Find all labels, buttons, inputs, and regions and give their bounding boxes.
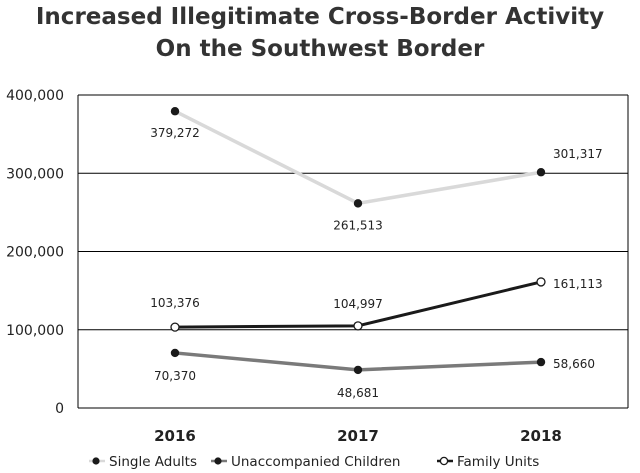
data-label: 379,272 bbox=[150, 126, 200, 140]
data-point bbox=[353, 199, 363, 208]
y-tick-label: 200,000 bbox=[6, 245, 64, 261]
legend-label: Unaccompanied Children bbox=[231, 454, 400, 470]
y-tick-label: 0 bbox=[55, 401, 64, 417]
series-line bbox=[174, 109, 542, 206]
data-point bbox=[536, 277, 546, 287]
series-layer bbox=[170, 107, 546, 375]
data-label: 104,997 bbox=[333, 297, 383, 311]
data-point bbox=[536, 168, 546, 177]
x-tick-label: 2017 bbox=[337, 427, 379, 445]
data-label-layer: 379,272 261,513 301,317 70,370 48,681 58,660 1… bbox=[150, 126, 602, 400]
data-point bbox=[353, 321, 363, 331]
y-tick-label: 400,000 bbox=[6, 88, 64, 104]
legend-label: Single Adults bbox=[109, 454, 197, 470]
legend-marker bbox=[214, 457, 222, 465]
y-tick-label: 100,000 bbox=[6, 323, 64, 339]
y-tick-label: 300,000 bbox=[6, 166, 64, 182]
legend-marker bbox=[92, 457, 100, 465]
data-point bbox=[536, 357, 546, 367]
data-point bbox=[170, 322, 180, 332]
data-point bbox=[170, 107, 180, 116]
data-label: 261,513 bbox=[333, 218, 383, 232]
legend-label: Family Units bbox=[457, 454, 539, 470]
legend-marker bbox=[439, 456, 449, 466]
grid-layer: 0 100,000 200,000 300,000 400,000 2016 2017 201… bbox=[6, 88, 629, 445]
data-label: 48,681 bbox=[337, 386, 379, 400]
data-point bbox=[353, 365, 363, 375]
chart-title-line-2: On the Southwest Border bbox=[156, 36, 485, 62]
data-point bbox=[170, 348, 180, 358]
data-label: 103,376 bbox=[150, 296, 200, 310]
x-tick-label: 2018 bbox=[520, 427, 562, 445]
data-label: 70,370 bbox=[154, 369, 196, 383]
chart-title-line-1: Increased Illegitimate Cross-Border Acti… bbox=[36, 4, 604, 30]
x-tick-label: 2016 bbox=[154, 427, 196, 445]
data-label: 161,113 bbox=[553, 277, 603, 291]
data-label: 58,660 bbox=[553, 357, 595, 371]
data-label: 301,317 bbox=[553, 147, 603, 161]
legend: Single Adults Unaccompanied Children Famil… bbox=[89, 454, 539, 470]
